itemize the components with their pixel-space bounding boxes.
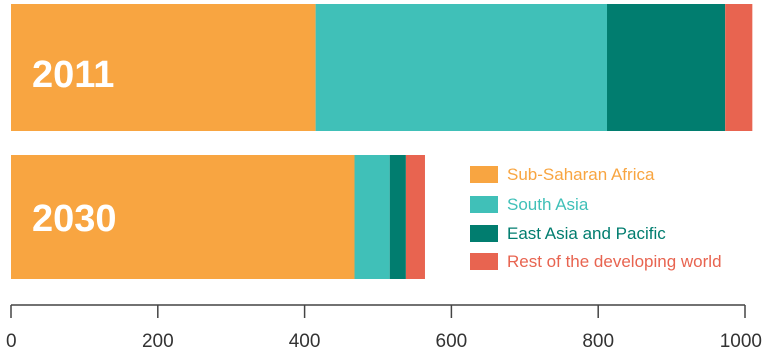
x-tick-label-200: 200: [142, 331, 174, 352]
bars: [11, 4, 753, 279]
x-tick-label-400: 400: [289, 331, 321, 352]
bar-2030-south-asia: [354, 155, 390, 279]
legend-swatch-south-asia: [470, 196, 498, 213]
year-label-2011: 2011: [32, 54, 114, 96]
bar-2011-south-asia: [315, 4, 608, 131]
x-tick-label-0: 0: [6, 331, 17, 352]
legend-label-sub-saharan-africa: Sub-Saharan Africa: [507, 165, 655, 184]
legend-swatch-sub-saharan-africa: [470, 166, 498, 183]
legend-label-east-asia-pacific: East Asia and Pacific: [507, 224, 666, 243]
x-axis: 0 200 400 600 800 1000: [6, 304, 762, 352]
x-tick-label-1000: 1000: [720, 331, 762, 352]
bar-2030-east-asia-and-pacific: [389, 155, 406, 279]
year-labels: 2011 2030: [32, 54, 117, 240]
legend-label-south-asia: South Asia: [507, 195, 589, 214]
year-label-2030: 2030: [32, 198, 117, 240]
legend-label-rest-of-world: Rest of the developing world: [507, 252, 722, 271]
bar-2030-sub-saharan-africa: [11, 155, 355, 279]
x-tick-label-600: 600: [436, 331, 468, 352]
legend-swatch-east-asia-pacific: [470, 225, 498, 242]
bar-2011-rest-of-the-developing-world: [725, 4, 753, 131]
x-tick-label-800: 800: [582, 331, 614, 352]
legend: Sub-Saharan Africa South Asia East Asia …: [470, 165, 722, 271]
legend-swatch-rest-of-world: [470, 253, 498, 270]
bar-2030-rest-of-the-developing-world: [405, 155, 425, 279]
bar-2011-sub-saharan-africa: [11, 4, 316, 131]
bar-2011-east-asia-and-pacific: [607, 4, 726, 131]
x-axis-ticks: 0 200 400 600 800 1000: [6, 305, 762, 352]
